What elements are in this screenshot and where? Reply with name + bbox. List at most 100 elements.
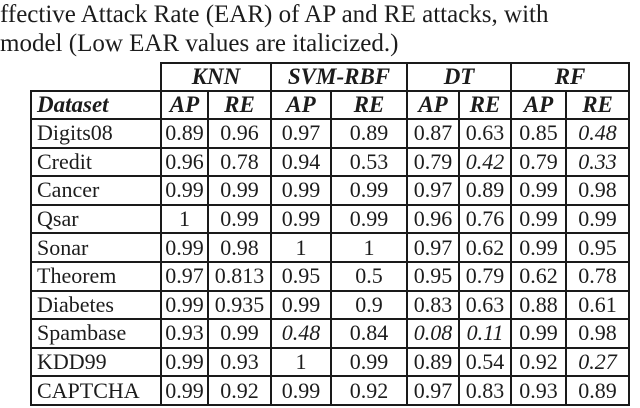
- dataset-cell: Digits08: [30, 118, 162, 149]
- value-cell: 0.93: [207, 346, 272, 378]
- value-cell: 0.78: [565, 260, 631, 292]
- value-cell: 0.99: [329, 346, 409, 378]
- value-cell: 0.99: [270, 375, 332, 406]
- value-cell-low-ear: 0.08: [406, 318, 461, 349]
- value-cell: 0.62: [458, 232, 513, 263]
- value-cell: 0.87: [406, 118, 461, 149]
- value-cell: 0.9: [329, 289, 409, 321]
- value-cell: 0.93: [160, 318, 209, 349]
- dataset-cell: KDD99: [30, 346, 162, 378]
- value-cell: 0.63: [458, 289, 513, 321]
- value-cell: 0.99: [160, 232, 209, 263]
- value-cell: 1: [270, 346, 332, 378]
- value-cell: 0.97: [406, 175, 461, 206]
- column-header-dataset: Dataset: [30, 90, 162, 120]
- value-cell: 0.5: [329, 260, 409, 292]
- value-cell: 0.98: [565, 318, 631, 349]
- value-cell-low-ear: 0.48: [565, 118, 631, 149]
- column-header-knn-ap: AP: [160, 90, 209, 120]
- table-row: Credit 0.96 0.78 0.94 0.53 0.79 0.42 0.79 0.33: [30, 146, 631, 178]
- value-cell: 0.89: [565, 375, 631, 406]
- value-cell: 0.99: [510, 175, 568, 206]
- value-cell: 0.99: [270, 203, 332, 235]
- corner-cell: [31, 63, 161, 91]
- value-cell-low-ear: 0.11: [458, 318, 513, 349]
- table-row: Qsar 1 0.99 0.99 0.99 0.96 0.76 0.99 0.99: [30, 203, 631, 235]
- value-cell: 0.96: [160, 146, 209, 178]
- value-cell: 0.89: [160, 118, 209, 149]
- value-cell: 0.99: [510, 232, 568, 263]
- table-row: Diabetes 0.99 0.935 0.99 0.9 0.83 0.63 0.88 0.61: [30, 289, 631, 321]
- value-cell: 0.99: [329, 203, 409, 235]
- value-cell: 0.78: [207, 146, 272, 178]
- table-row: Digits08 0.89 0.96 0.97 0.89 0.87 0.63 0.85 0.48: [30, 118, 631, 149]
- value-cell: 0.92: [510, 346, 568, 378]
- column-header-rf-re: RE: [565, 90, 631, 120]
- column-header-svm-ap: AP: [270, 90, 332, 120]
- value-cell: 0.63: [458, 118, 513, 149]
- value-cell: 0.96: [406, 203, 461, 235]
- ear-results-table: KNN SVM-RBF DT RF Dataset AP RE AP RE AP…: [30, 62, 631, 406]
- value-cell: 0.89: [406, 346, 461, 378]
- value-cell: 0.99: [270, 289, 332, 321]
- dataset-cell: Spambase: [30, 318, 162, 349]
- value-cell: 0.95: [270, 260, 332, 292]
- value-cell: 0.97: [406, 375, 461, 406]
- value-cell-low-ear: 0.33: [565, 146, 631, 178]
- sub-header-row: Dataset AP RE AP RE AP RE AP RE: [30, 90, 631, 120]
- value-cell: 0.99: [565, 203, 631, 235]
- table-row: KDD99 0.99 0.93 1 0.99 0.89 0.54 0.92 0.27: [30, 346, 631, 378]
- value-cell: 0.95: [406, 260, 461, 292]
- value-cell: 0.89: [329, 118, 409, 149]
- table-row: Theorem 0.97 0.813 0.95 0.5 0.95 0.79 0.62 0.78: [30, 260, 631, 292]
- value-cell: 1: [270, 232, 332, 263]
- value-cell: 0.99: [510, 318, 568, 349]
- value-cell: 0.97: [406, 232, 461, 263]
- column-header-svm-re: RE: [329, 90, 409, 120]
- value-cell: 0.99: [160, 346, 209, 378]
- dataset-cell: Sonar: [30, 232, 162, 263]
- value-cell: 1: [160, 203, 209, 235]
- dataset-cell: Qsar: [30, 203, 162, 235]
- value-cell: 0.99: [160, 289, 209, 321]
- value-cell: 0.98: [565, 175, 631, 206]
- value-cell: 0.95: [565, 232, 631, 263]
- table-row: CAPTCHA 0.99 0.92 0.99 0.92 0.97 0.83 0.93 0.89: [30, 375, 631, 406]
- caption-line-1: ffective Attack Rate (EAR) of AP and RE …: [0, 1, 549, 28]
- group-header-rf: RF: [510, 62, 631, 92]
- table-row: Spambase 0.93 0.99 0.48 0.84 0.08 0.11 0.99 0.98: [30, 318, 631, 349]
- group-header-svm-rbf: SVM-RBF: [269, 62, 409, 92]
- value-cell: 0.96: [207, 118, 272, 149]
- value-cell: 0.83: [458, 375, 513, 406]
- column-header-knn-re: RE: [207, 90, 272, 120]
- caption-line-2: model (Low EAR values are italicized.): [0, 30, 399, 57]
- value-cell: 0.89: [458, 175, 513, 206]
- value-cell: 0.76: [458, 203, 513, 235]
- group-header-row: KNN SVM-RBF DT RF: [31, 62, 631, 92]
- value-cell: 0.83: [406, 289, 461, 321]
- table-row: Sonar 0.99 0.98 1 1 0.97 0.62 0.99 0.95: [30, 232, 631, 263]
- value-cell: 0.85: [510, 118, 568, 149]
- value-cell: 0.99: [207, 318, 272, 349]
- table-row: Cancer 0.99 0.99 0.99 0.99 0.97 0.89 0.99 0.98: [30, 175, 631, 206]
- value-cell: 0.84: [329, 318, 409, 349]
- value-cell: 0.54: [458, 346, 513, 378]
- value-cell: 0.99: [207, 203, 272, 235]
- value-cell: 0.62: [510, 260, 568, 292]
- value-cell: 0.98: [207, 232, 272, 263]
- value-cell: 0.53: [329, 146, 409, 178]
- value-cell: 0.99: [510, 203, 568, 235]
- dataset-cell: Theorem: [30, 260, 162, 292]
- table-header: KNN SVM-RBF DT RF Dataset AP RE AP RE AP…: [30, 62, 631, 120]
- column-header-dt-ap: AP: [406, 90, 461, 120]
- value-cell: 0.99: [270, 175, 332, 206]
- value-cell: 0.97: [270, 118, 332, 149]
- value-cell: 1: [329, 232, 409, 263]
- value-cell: 0.99: [207, 175, 272, 206]
- value-cell: 0.79: [458, 260, 513, 292]
- value-cell: 0.94: [270, 146, 332, 178]
- dataset-cell: CAPTCHA: [30, 375, 162, 406]
- value-cell: 0.92: [329, 375, 409, 406]
- table-body: Digits08 0.89 0.96 0.97 0.89 0.87 0.63 0.85 0.48…: [30, 118, 631, 406]
- table-caption: ffective Attack Rate (EAR) of AP and RE …: [0, 0, 640, 58]
